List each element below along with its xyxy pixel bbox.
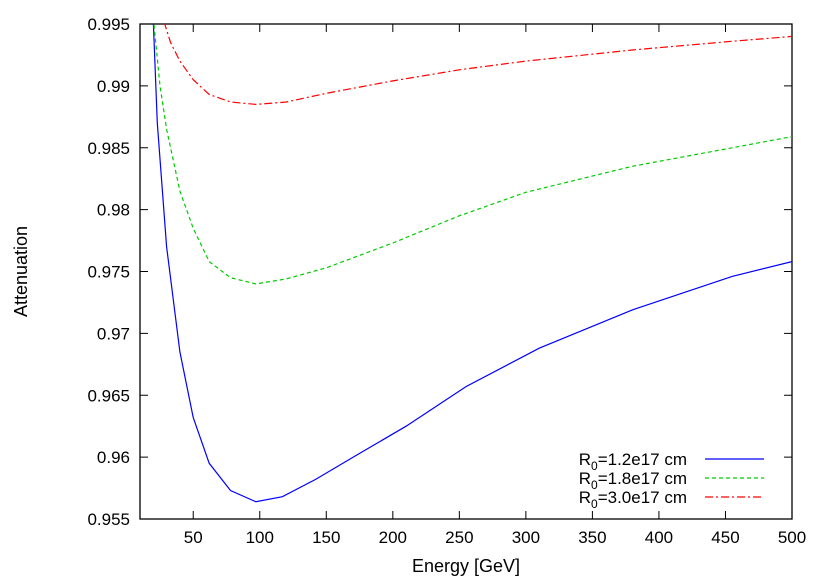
y-tick-labels: 0.955 0.96 0.965 0.97 0.975 0.98 0.985 0.99 0.99… — [87, 15, 130, 529]
x-tick-label: 350 — [578, 528, 606, 547]
x-tick-labels: 50 100 150 200 250 300 350 400 450 500 — [184, 528, 806, 547]
legend-label-1: R0=1.8e17 cm — [579, 469, 687, 492]
x-tick-label: 250 — [445, 528, 473, 547]
y-tick-label: 0.975 — [87, 263, 130, 282]
y-tick-label: 0.985 — [87, 139, 130, 158]
series-lines — [152, 24, 792, 503]
plot-area-frame — [139, 23, 793, 520]
series-line-0 — [152, 24, 792, 503]
series-line-1 — [153, 24, 792, 285]
x-tick-label: 400 — [645, 528, 673, 547]
y-tick-label: 0.98 — [97, 201, 130, 220]
x-tick-label: 300 — [512, 528, 540, 547]
y-tick-label: 0.99 — [97, 77, 130, 96]
x-tick-label: 50 — [184, 528, 203, 547]
y-tick-label: 0.97 — [97, 324, 130, 343]
legend-label-0: R0=1.2e17 cm — [579, 450, 687, 473]
series-line-2 — [164, 24, 792, 106]
x-tick-label: 200 — [379, 528, 407, 547]
tick-marks — [140, 23, 793, 520]
x-axis-label: Energy [GeV] — [412, 556, 520, 576]
x-tick-label: 500 — [778, 528, 806, 547]
y-tick-label: 0.955 — [87, 510, 130, 529]
legend-label-2: R0=3.0e17 cm — [579, 488, 687, 511]
x-tick-label: 450 — [711, 528, 739, 547]
y-tick-label: 0.965 — [87, 386, 130, 405]
y-tick-label: 0.96 — [97, 448, 130, 467]
y-tick-label: 0.995 — [87, 15, 130, 34]
y-axis-label: Attenuation — [11, 226, 31, 317]
x-tick-label: 150 — [312, 528, 340, 547]
x-tick-label: 100 — [246, 528, 274, 547]
